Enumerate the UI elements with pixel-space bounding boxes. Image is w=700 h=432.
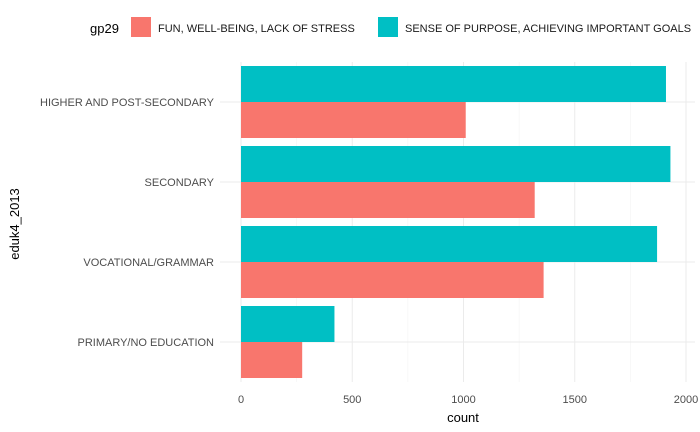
y-axis-title: eduk4_2013 <box>7 188 22 260</box>
x-tick-label: 2000 <box>674 394 698 406</box>
x-axis-title: count <box>447 410 479 425</box>
legend-title: gp29 <box>90 21 119 36</box>
legend: gp29 FUN, WELL-BEING, LACK OF STRESS SENS… <box>90 17 691 37</box>
x-tick-label: 500 <box>343 394 361 406</box>
legend-swatch <box>378 17 398 37</box>
x-tick-label: 1000 <box>451 394 475 406</box>
bar <box>241 262 544 298</box>
bar <box>241 146 671 182</box>
bar <box>241 102 466 138</box>
y-tick-label: SECONDARY <box>145 177 215 189</box>
y-tick-label: VOCATIONAL/GRAMMAR <box>83 257 214 269</box>
x-tick-label: 0 <box>238 394 244 406</box>
bar <box>241 226 658 262</box>
plot-panel: HIGHER AND POST-SECONDARY SECONDARY VOCATI… <box>40 62 698 406</box>
y-tick-label: PRIMARY/NO EDUCATION <box>78 337 215 349</box>
bar <box>241 66 666 102</box>
legend-label: FUN, WELL-BEING, LACK OF STRESS <box>158 23 355 35</box>
x-tick-label: 1500 <box>563 394 587 406</box>
bar <box>241 306 335 342</box>
y-tick-label: HIGHER AND POST-SECONDARY <box>40 97 215 109</box>
legend-swatch <box>131 17 151 37</box>
legend-label: SENSE OF PURPOSE, ACHIEVING IMPORTANT GO… <box>405 23 691 35</box>
bar <box>241 182 535 218</box>
bar <box>241 342 303 378</box>
